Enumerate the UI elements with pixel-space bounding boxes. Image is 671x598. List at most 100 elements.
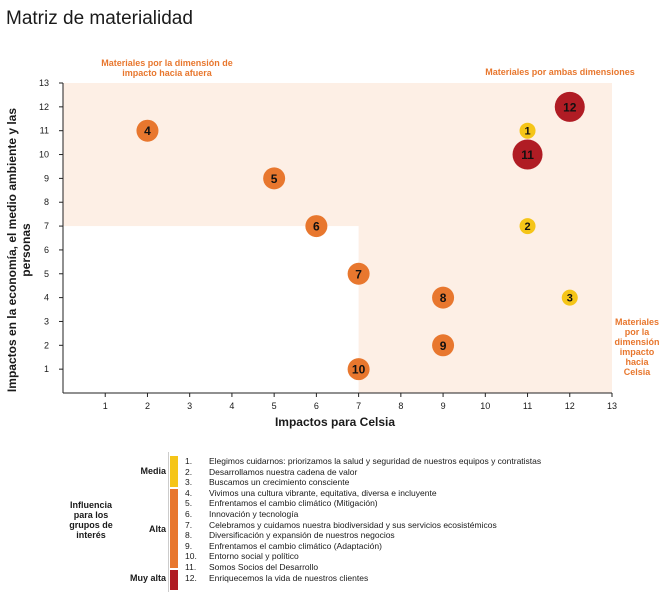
legend-item-number: 2. <box>185 466 193 477</box>
data-point-10 <box>347 358 370 381</box>
data-point-5 <box>263 167 286 190</box>
y-tick-label: 9 <box>44 173 49 183</box>
y-tick-label: 2 <box>44 340 49 350</box>
x-tick-label: 6 <box>314 401 319 411</box>
data-point-label: 12 <box>563 100 577 114</box>
annotation-celsia-impact: Materiales por la dimensión impacto haci… <box>614 317 660 377</box>
legend-item: 6. Innovación y tecnología <box>185 509 541 520</box>
data-point-label: 4 <box>144 124 151 138</box>
x-tick-label: 1 <box>103 401 108 411</box>
data-point-1 <box>519 122 536 139</box>
legend-item-text: Somos Socios del Desarrollo <box>209 561 319 572</box>
legend-item-text: Entorno social y político <box>209 551 299 562</box>
y-tick-label: 11 <box>40 126 49 136</box>
legend-item-number: 7. <box>185 519 193 530</box>
x-tick-label: 4 <box>229 401 234 411</box>
legend-item-text: Enfrentamos el cambio climático (Adaptac… <box>209 540 382 551</box>
data-point-label: 11 <box>521 148 534 162</box>
y-tick-label: 3 <box>44 316 49 326</box>
legend-item: 10. Entorno social y político <box>185 551 541 562</box>
shaded-region-2 <box>358 83 612 393</box>
legend-item-number: 12. <box>185 572 197 583</box>
legend-bar-media <box>170 456 178 487</box>
legend-group-muy-alta: Muy alta <box>129 573 166 583</box>
legend-item-text: Enfrentamos el cambio climático (Mitigac… <box>209 498 378 509</box>
legend-item: 12. Enriquecemos la vida de nuestros clie… <box>185 573 541 584</box>
data-point-2 <box>519 218 536 235</box>
legend-bar-alta <box>170 489 178 568</box>
data-point-4 <box>136 119 159 142</box>
legend-item-text: Enriquecemos la vida de nuestros cliente… <box>209 572 369 583</box>
legend-item-text: Buscamos un crecimiento consciente <box>209 477 350 488</box>
y-tick-label: 7 <box>44 221 49 231</box>
y-tick-label: 6 <box>44 245 49 255</box>
legend-group-media: Media <box>140 466 166 476</box>
data-point-11 <box>512 139 543 170</box>
legend-item-text: Celebramos y cuidamos nuestra biodiversi… <box>209 519 497 530</box>
legend-item-number: 3. <box>185 477 193 488</box>
legend-item-number: 5. <box>185 498 193 509</box>
data-point-label: 5 <box>271 172 278 186</box>
data-point-8 <box>432 286 455 309</box>
legend-item-text: Desarrollamos nuestra cadena de valor <box>209 466 358 477</box>
legend-item: 11. Somos Socios del Desarrollo <box>185 562 541 573</box>
legend-item-number: 8. <box>185 530 193 541</box>
legend-item: 1. Elegimos cuidarnos: priorizamos la sal… <box>185 456 541 467</box>
y-tick-label: 8 <box>44 197 49 207</box>
legend-item-number: 4. <box>185 487 193 498</box>
data-point-label: 6 <box>313 220 320 234</box>
annotation-both-dimensions: Materiales por ambas dimensiones <box>485 67 635 77</box>
y-tick-label: 12 <box>39 102 49 112</box>
legend-item-text: Innovación y tecnología <box>209 508 299 519</box>
legend-item-text: Diversificación y expansión de nuestros … <box>209 530 395 541</box>
legend-item: 4. Vivimos una cultura vibrante, equitati… <box>185 488 541 499</box>
data-point-label: 8 <box>440 291 447 305</box>
data-point-label: 3 <box>567 293 573 305</box>
page-title: Matriz de materialidad <box>6 8 193 29</box>
data-point-6 <box>305 215 328 238</box>
x-tick-label: 7 <box>356 401 361 411</box>
legend-item-number: 6. <box>185 508 193 519</box>
legend-item: 8. Diversificación y expansión de nuestro… <box>185 530 541 541</box>
x-tick-label: 11 <box>523 401 532 411</box>
legend-item-text: Vivimos una cultura vibrante, equitativa… <box>209 487 437 498</box>
y-tick-label: 1 <box>44 364 49 374</box>
x-tick-label: 12 <box>565 401 575 411</box>
legend-bar-muy-alta <box>170 570 178 590</box>
legend-group-alta: Alta <box>148 524 166 534</box>
legend-list: 1. Elegimos cuidarnos: priorizamos la sal… <box>185 456 541 583</box>
data-point-label: 2 <box>524 221 530 233</box>
legend-item: 3. Buscamos un crecimiento consciente <box>185 477 541 488</box>
y-tick-label: 5 <box>44 269 49 279</box>
x-tick-label: 9 <box>441 401 446 411</box>
x-tick-label: 2 <box>145 401 150 411</box>
x-tick-label: 13 <box>607 401 617 411</box>
materiality-chart: 1 2 3 4 5 6 7 8 9 10 11 12 1312345678910111213123456… <box>39 78 617 411</box>
legend-item: 7. Celebramos y cuidamos nuestra biodiver… <box>185 520 541 531</box>
annotation-outward-impact: Materiales por la dimensión de impacto h… <box>101 58 233 78</box>
data-point-label: 1 <box>524 126 530 138</box>
x-tick-label: 10 <box>480 401 490 411</box>
legend-title: Influencia para los grupos de interés <box>69 500 113 540</box>
y-axis-label: Impactos en la economía, el medio ambien… <box>5 107 33 393</box>
data-point-9 <box>432 334 455 357</box>
legend-item-number: 10. <box>185 551 197 562</box>
x-tick-label: 5 <box>272 401 277 411</box>
legend: Influencia para los grupos de interés Me… <box>60 452 620 594</box>
data-point-label: 10 <box>352 363 366 377</box>
legend-item: 5. Enfrentamos el cambio climático (Mitig… <box>185 498 541 509</box>
legend-item: 9. Enfrentamos el cambio climático (Adapt… <box>185 541 541 552</box>
data-point-label: 7 <box>355 267 362 281</box>
y-tick-label: 4 <box>44 293 49 303</box>
x-tick-label: 8 <box>398 401 403 411</box>
x-tick-label: 3 <box>187 401 192 411</box>
legend-item-number: 11. <box>185 561 197 572</box>
legend-item-number: 9. <box>185 540 193 551</box>
legend-item: 2. Desarrollamos nuestra cadena de valor <box>185 467 541 478</box>
data-point-7 <box>347 262 370 285</box>
data-point-3 <box>561 289 578 306</box>
data-point-label: 9 <box>440 339 447 353</box>
y-tick-label: 10 <box>39 150 49 160</box>
legend-divider <box>168 452 169 592</box>
legend-item-number: 1. <box>185 456 193 466</box>
